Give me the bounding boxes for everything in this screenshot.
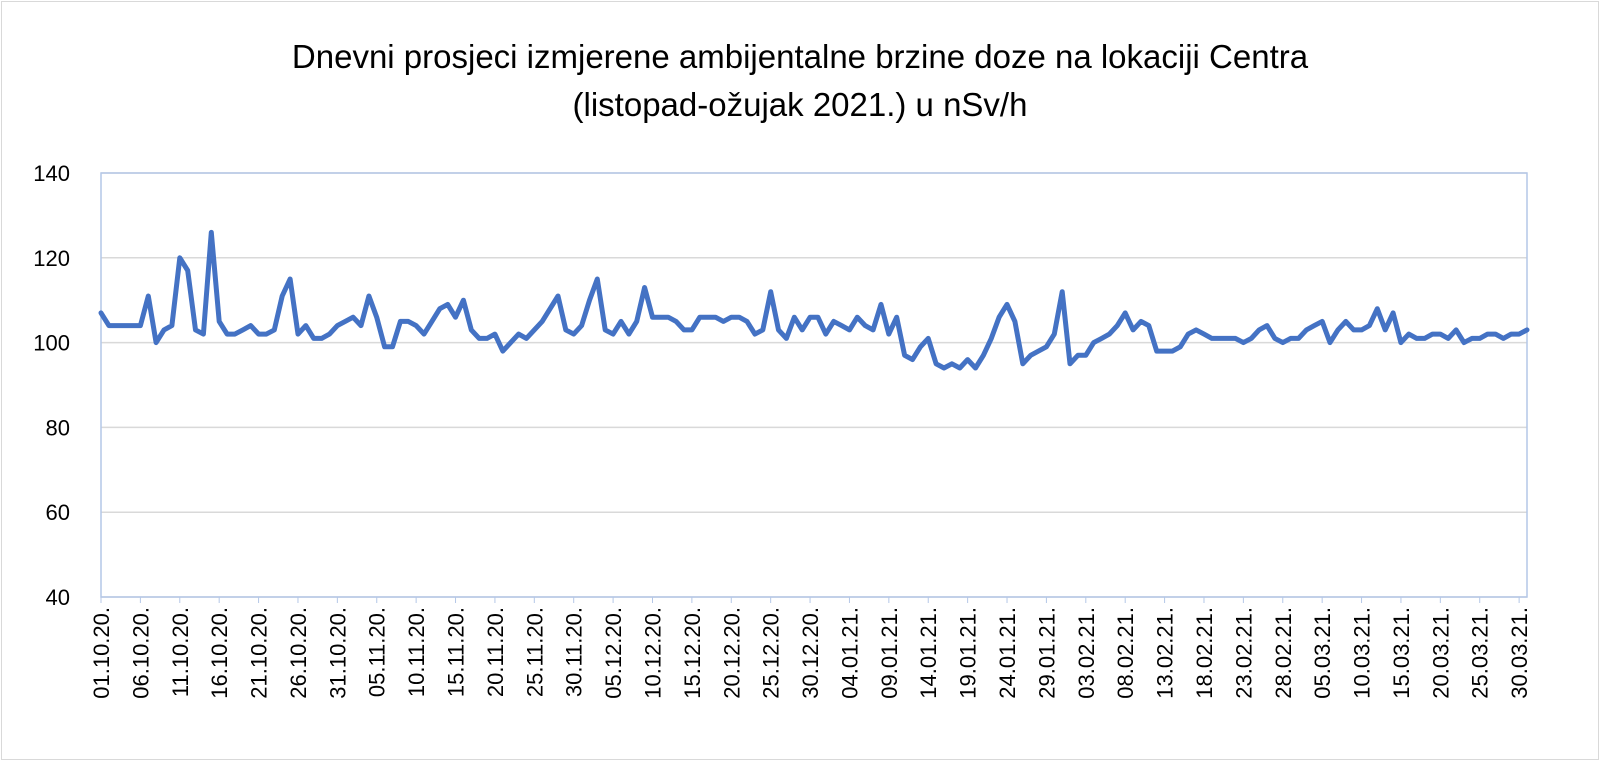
- x-tick-label: 14.01.21.: [916, 607, 941, 699]
- x-tick-label: 15.12.20.: [680, 607, 705, 699]
- y-tick-label: 40: [46, 585, 70, 610]
- y-axis: 40 60 80 100 120 140: [33, 161, 70, 610]
- x-tick-label: 30.12.20.: [798, 607, 823, 699]
- x-tick-label: 25.03.21.: [1468, 607, 1493, 699]
- x-tick-label: 16.10.20.: [207, 607, 232, 699]
- x-tick-label: 31.10.20.: [325, 607, 350, 699]
- x-tick-label: 03.02.21.: [1074, 607, 1099, 699]
- y-tick-label: 140: [33, 161, 70, 186]
- x-tick-label: 18.02.21.: [1192, 607, 1217, 699]
- x-tick-label: 28.02.21.: [1271, 607, 1296, 699]
- x-tick-label: 25.12.20.: [759, 607, 784, 699]
- x-tick-label: 09.01.21.: [877, 607, 902, 699]
- x-tick-label: 30.03.21.: [1507, 607, 1532, 699]
- x-tick-label: 08.02.21.: [1113, 607, 1138, 699]
- y-tick-label: 80: [46, 415, 70, 440]
- x-tick-label: 06.10.20.: [128, 607, 153, 699]
- x-tick-label: 29.01.21.: [1034, 607, 1059, 699]
- x-tick-label: 24.01.21.: [995, 607, 1020, 699]
- x-tick-label: 11.10.20.: [168, 607, 193, 697]
- x-tick-label: 26.10.20.: [286, 607, 311, 699]
- x-tick-label: 20.12.20.: [719, 607, 744, 699]
- x-tick-label: 30.11.20.: [562, 607, 587, 697]
- y-tick-label: 120: [33, 246, 70, 271]
- x-tick-label: 15.11.20.: [444, 607, 469, 697]
- chart-title-line-2: (listopad-ožujak 2021.) u nSv/h: [572, 86, 1028, 123]
- x-tick-label: 10.12.20.: [640, 607, 665, 699]
- x-tick-label: 05.12.20.: [601, 607, 626, 699]
- x-tick-label: 19.01.21.: [956, 607, 981, 699]
- chart-title-line-1: Dnevni prosjeci izmjerene ambijentalne b…: [291, 38, 1309, 75]
- x-tick-label: 15.03.21.: [1389, 607, 1414, 699]
- chart-title: Dnevni prosjeci izmjerene ambijentalne b…: [0, 33, 1600, 129]
- x-tick-label: 10.03.21.: [1350, 607, 1375, 699]
- x-tick-label: 21.10.20.: [247, 607, 272, 699]
- x-tick-label: 25.11.20.: [522, 607, 547, 697]
- x-tick-label: 13.02.21.: [1153, 607, 1178, 699]
- x-tick-label: 20.03.21.: [1428, 607, 1453, 699]
- plot-area: [100, 172, 1528, 598]
- y-tick-label: 60: [46, 500, 70, 525]
- y-tick-label: 100: [33, 331, 70, 356]
- x-tick-label: 04.01.21.: [837, 607, 862, 699]
- x-tick-label: 10.11.20.: [404, 607, 429, 697]
- series-line: [98, 229, 1530, 371]
- x-axis: 01.10.20. 06.10.20. 11.10.20. 16.10.20. 21.1…: [89, 597, 1532, 699]
- x-tick-label: 01.10.20.: [89, 607, 114, 699]
- x-tick-label: 20.11.20.: [483, 607, 508, 697]
- x-tick-label: 05.03.21.: [1310, 607, 1335, 699]
- x-tick-label: 05.11.20.: [365, 607, 390, 697]
- gridlines: [101, 172, 1527, 598]
- x-tick-label: 23.02.21.: [1231, 607, 1256, 699]
